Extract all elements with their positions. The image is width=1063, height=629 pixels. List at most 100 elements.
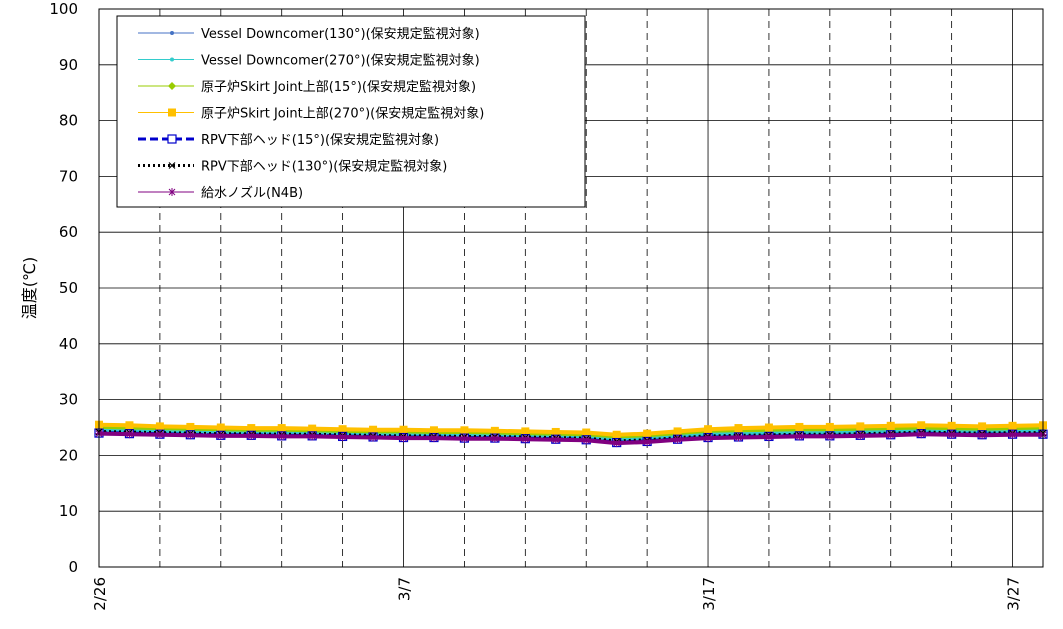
x-tick-label: 3/27 (1005, 577, 1023, 611)
data-point (551, 435, 560, 444)
legend-swatch-marker (168, 108, 176, 117)
data-point (399, 434, 408, 443)
series-layer (94, 420, 1048, 448)
legend-swatch-marker (170, 31, 174, 35)
data-point (704, 425, 713, 434)
data-point (429, 426, 438, 435)
y-tick-label: 90 (59, 56, 78, 74)
data-point (673, 435, 682, 444)
y-tick-label: 50 (59, 279, 78, 297)
data-point (216, 423, 225, 432)
data-point (216, 431, 225, 440)
legend-item: Vessel Downcomer(270°)(保安規定監視対象) (138, 53, 480, 69)
legend: Vessel Downcomer(130°)(保安規定監視対象) Vessel D… (116, 15, 586, 208)
data-point (521, 427, 530, 436)
data-point (338, 432, 347, 441)
legend-label: 原子炉Skirt Joint上部(270°)(保安規定監視対象) (201, 106, 484, 122)
legend-swatch-marker (168, 162, 176, 169)
legend-label: Vessel Downcomer(270°)(保安規定監視対象) (201, 53, 480, 69)
legend-item: Vessel Downcomer(130°)(保安規定監視対象) (138, 26, 480, 42)
legend-swatch-marker (170, 57, 174, 62)
series-3 (95, 420, 1047, 439)
data-point (947, 430, 956, 439)
data-point (125, 430, 134, 439)
series-line (98, 422, 1044, 437)
data-point (886, 421, 895, 430)
data-point (460, 434, 469, 443)
data-point (308, 432, 317, 441)
data-point (186, 431, 195, 440)
data-point (1008, 430, 1017, 439)
data-point (795, 432, 804, 441)
y-tick-label: 20 (59, 446, 78, 464)
legend-label: Vessel Downcomer(130°)(保安規定監視対象) (201, 26, 480, 42)
data-point (399, 425, 408, 434)
y-tick-label: 40 (59, 335, 78, 353)
data-point (612, 439, 621, 448)
y-axis-label: 温度(℃) (20, 257, 39, 319)
data-point (612, 430, 621, 439)
series-line (98, 427, 1043, 441)
legend-swatch-marker (168, 82, 176, 90)
legend-box (116, 15, 586, 208)
y-tick-label: 60 (59, 223, 78, 241)
data-point (521, 435, 530, 444)
legend-item: RPV下部ヘッド(15°)(保安規定監視対象) (138, 132, 439, 148)
data-point (978, 431, 987, 440)
x-axis-ticks: 2/26 3/7 3/17 3/27 (91, 577, 1023, 611)
legend-label: RPV下部ヘッド(15°)(保安規定監視対象) (201, 132, 439, 148)
y-axis-ticks: 0 10 20 30 40 50 60 70 80 90 100 (49, 0, 78, 576)
data-point (704, 434, 713, 443)
data-point (764, 423, 773, 432)
data-point (155, 430, 164, 439)
data-point (155, 422, 164, 431)
y-tick-label: 30 (59, 391, 78, 409)
data-point (338, 425, 347, 434)
data-point (734, 424, 743, 433)
data-point (643, 438, 652, 447)
data-point (856, 431, 865, 440)
data-point (277, 432, 286, 441)
series-6 (95, 429, 1047, 448)
y-tick-label: 100 (49, 0, 78, 18)
data-point (947, 421, 956, 430)
data-point (917, 421, 926, 430)
data-point (825, 432, 834, 441)
data-point (460, 426, 469, 435)
legend-item: RPV下部ヘッド(130°)(保安規定監視対象) (138, 159, 447, 175)
legend-item: 給水ノズル(N4B) (138, 185, 303, 201)
data-point (643, 429, 652, 438)
x-tick-label: 3/7 (396, 577, 414, 601)
data-point (551, 427, 560, 436)
data-point (978, 422, 987, 431)
series-line (98, 431, 1043, 446)
data-point (734, 433, 743, 442)
data-point (764, 432, 773, 441)
data-point (825, 422, 834, 431)
data-point (369, 433, 378, 442)
data-point (186, 422, 195, 431)
legend-item: 原子炉Skirt Joint上部(15°)(保安規定監視対象) (138, 79, 476, 95)
data-point (795, 422, 804, 431)
data-point (429, 434, 438, 443)
data-point (673, 427, 682, 436)
y-tick-label: 10 (59, 502, 78, 520)
plot-frame (98, 8, 1044, 568)
x-tick-label: 3/17 (700, 577, 718, 611)
legend-label: RPV下部ヘッド(130°)(保安規定監視対象) (201, 159, 447, 175)
data-point (917, 430, 926, 439)
legend-item: 原子炉Skirt Joint上部(270°)(保安規定監視対象) (138, 106, 484, 122)
data-point (582, 436, 591, 445)
legend-label: 原子炉Skirt Joint上部(15°)(保安規定監視対象) (201, 79, 476, 95)
data-point (369, 425, 378, 434)
data-point (582, 428, 591, 437)
legend-label: 給水ノズル(N4B) (201, 185, 303, 201)
data-point (490, 426, 499, 435)
data-point (125, 421, 134, 430)
data-point (1008, 421, 1017, 430)
data-point (308, 424, 317, 433)
data-point (247, 424, 256, 433)
x-tick-label: 2/26 (91, 577, 109, 611)
data-point (490, 434, 499, 443)
